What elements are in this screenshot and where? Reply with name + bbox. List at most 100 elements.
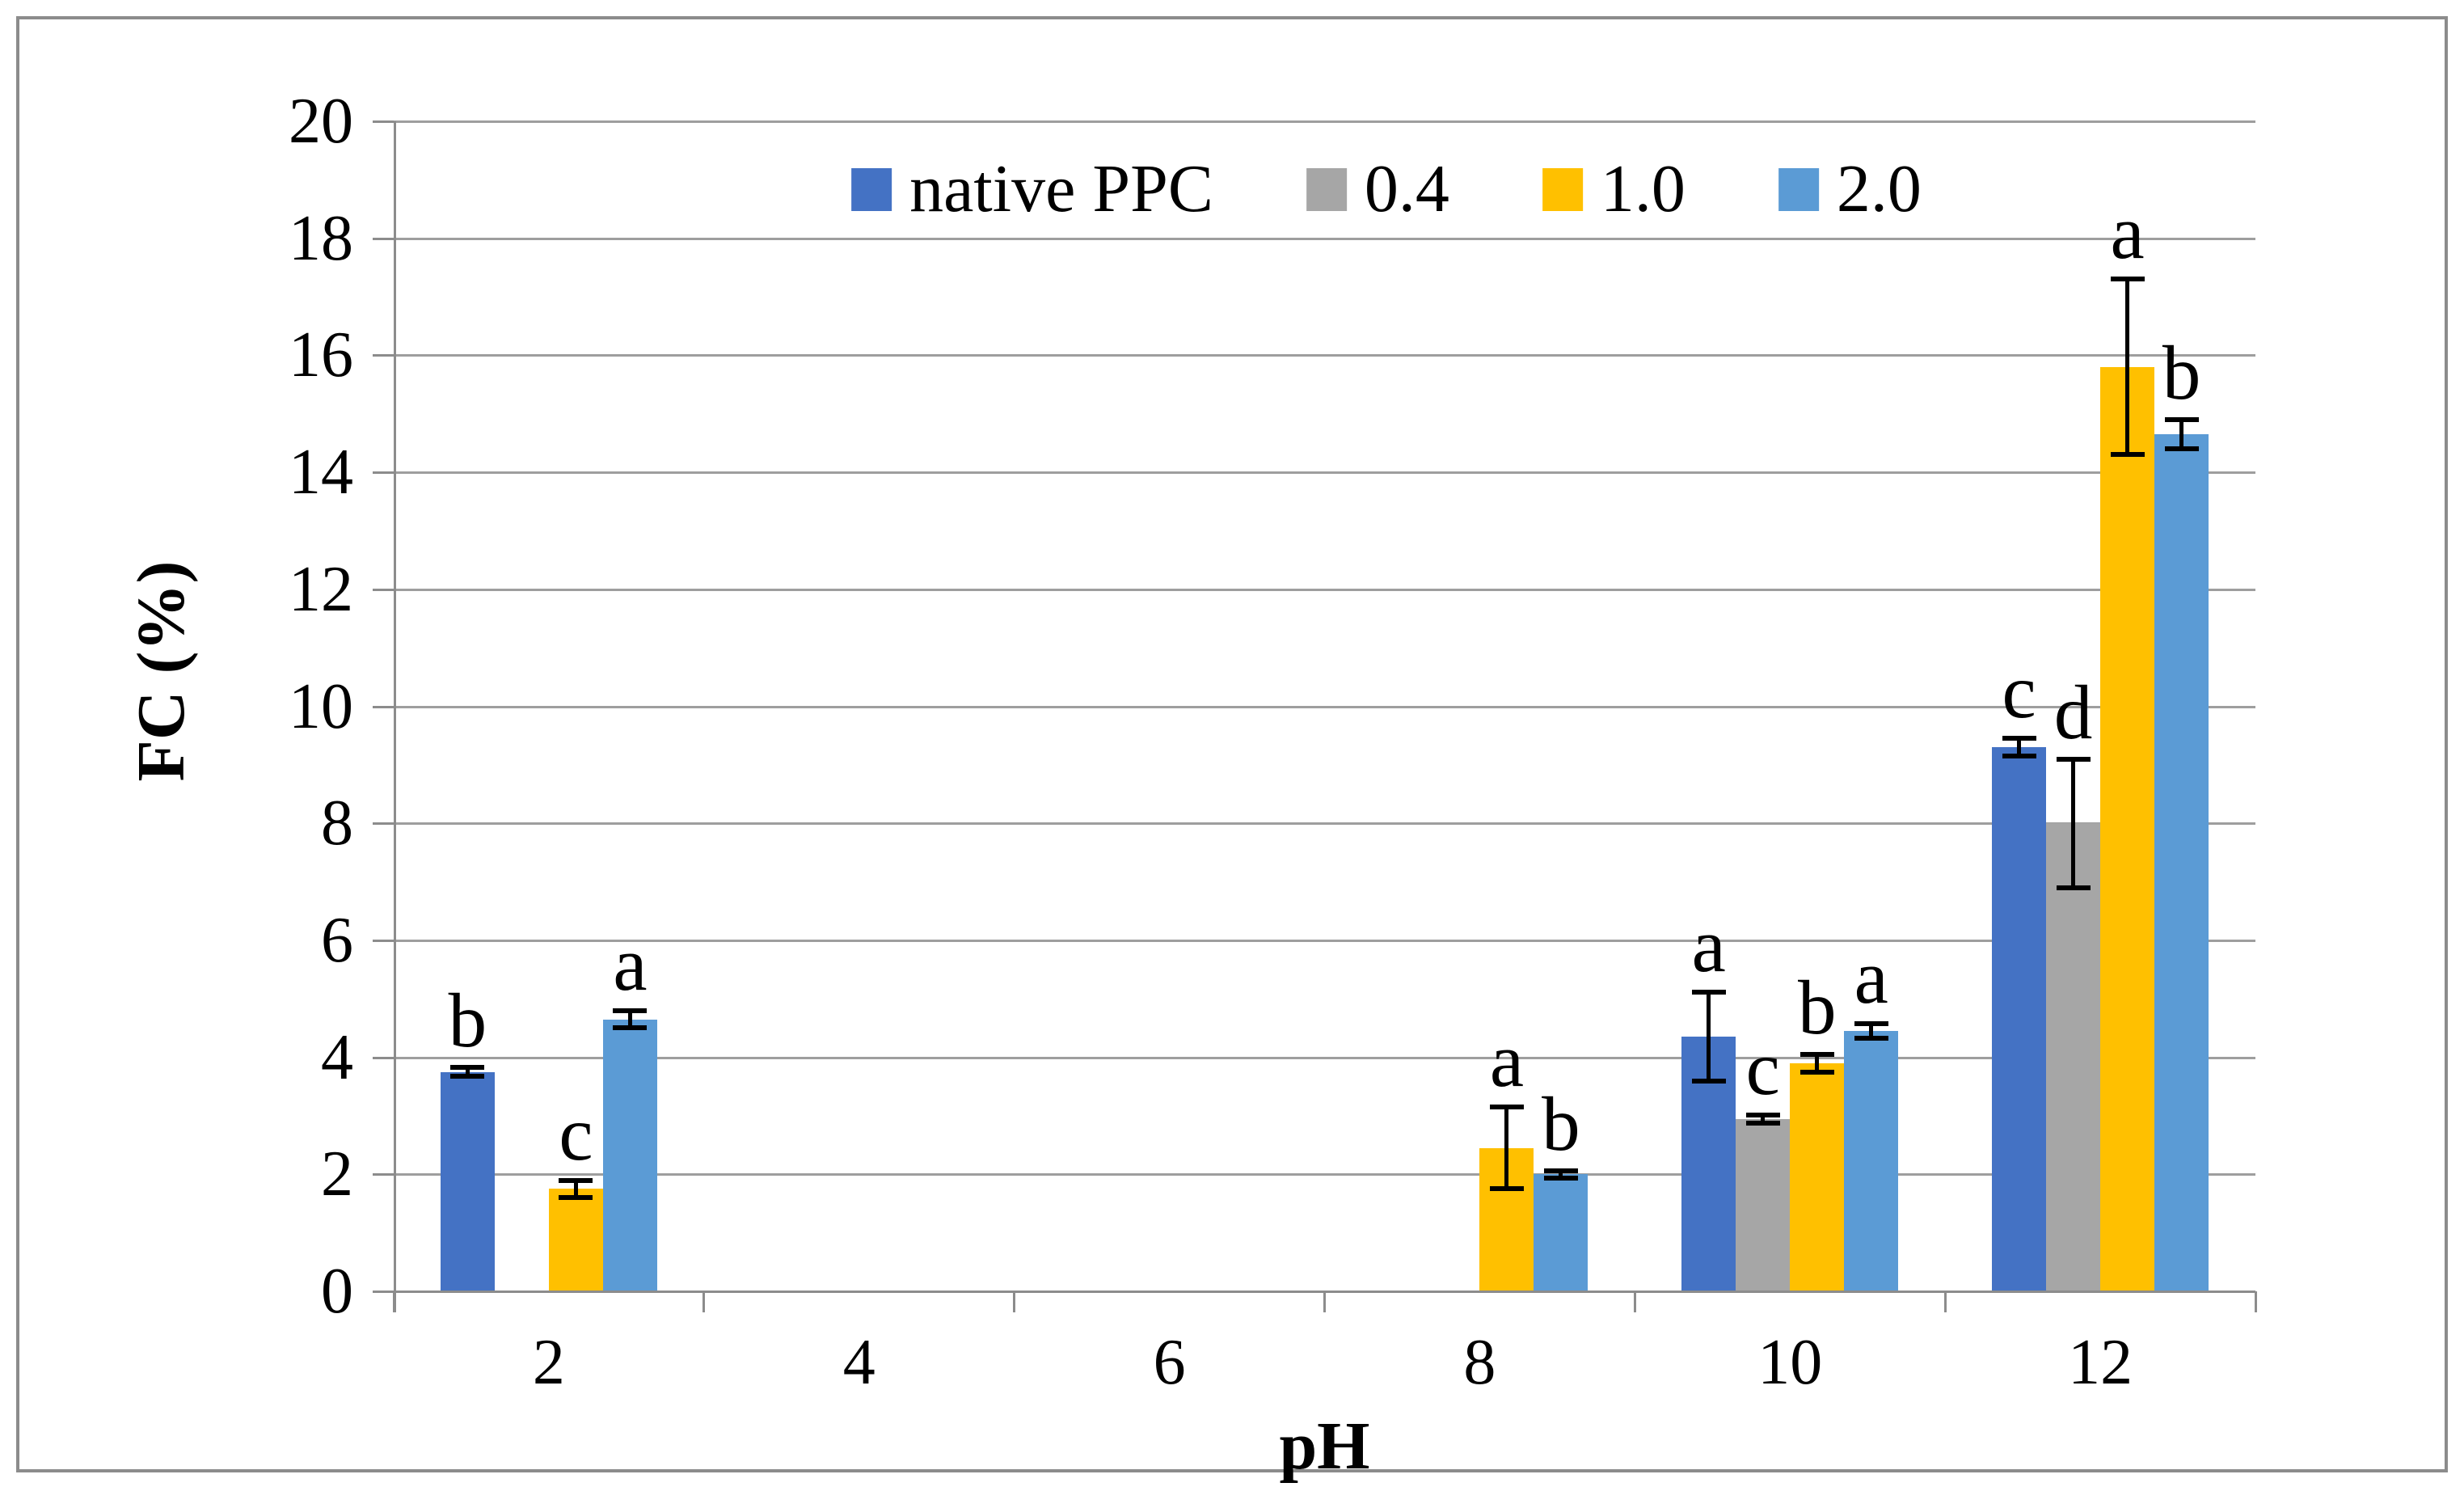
gridline (394, 120, 2255, 123)
x-tick-label: 8 (1463, 1327, 1496, 1398)
y-tick (373, 1291, 394, 1293)
y-tick (373, 939, 394, 942)
y-tick-label: 10 (289, 670, 353, 742)
error-bar-cap (1799, 1051, 1834, 1057)
gridline (394, 705, 2255, 708)
legend-label: 2.0 (1836, 151, 1922, 226)
significance-letter: b (448, 977, 487, 1063)
y-tick-label: 8 (321, 788, 353, 860)
error-bar (2071, 758, 2076, 888)
significance-letter: c (1745, 1024, 1780, 1111)
bar-2.0-ph8 (1534, 1174, 1589, 1291)
legend-label: native PPC (909, 151, 1213, 226)
y-tick-label: 0 (321, 1256, 353, 1327)
error-bar (1869, 1024, 1874, 1038)
significance-letter: a (1691, 902, 1726, 989)
y-tick-label: 14 (289, 437, 353, 509)
bar-0.4-ph12 (2046, 823, 2101, 1291)
error-bar (1707, 992, 1711, 1082)
significance-letter: a (613, 920, 648, 1007)
error-bar (1559, 1170, 1563, 1178)
gridline (394, 1173, 2255, 1177)
significance-letter: c (2002, 648, 2036, 735)
x-tick (702, 1291, 706, 1312)
legend-label: 0.4 (1364, 151, 1449, 226)
significance-letter: b (2162, 329, 2201, 416)
bar-1.0-ph12 (2100, 366, 2155, 1291)
error-bar (1504, 1107, 1509, 1189)
error-bar (2017, 738, 2022, 756)
bar-0.4-ph10 (1736, 1118, 1791, 1291)
error-bar-cap (1543, 1168, 1578, 1173)
error-bar-cap (559, 1177, 593, 1183)
bar-1.0-ph10 (1790, 1062, 1845, 1291)
y-tick (373, 120, 394, 123)
y-tick-label: 12 (289, 553, 353, 625)
significance-letter: c (559, 1090, 593, 1177)
gridline (394, 471, 2255, 475)
y-tick (373, 237, 394, 240)
error-bar-cap (1745, 1112, 1780, 1117)
error-bar-cap (1543, 1175, 1578, 1181)
gridline (394, 588, 2255, 591)
error-bar-cap (1489, 1186, 1524, 1192)
error-bar-cap (2164, 416, 2199, 422)
bar-native-ppc-ph12 (1992, 747, 2047, 1291)
y-axis-title: FC (%) (124, 560, 199, 782)
x-tick-label: 2 (532, 1327, 565, 1398)
error-bar (465, 1067, 470, 1077)
error-bar-cap (2056, 885, 2091, 890)
bar-2.0-ph10 (1844, 1031, 1899, 1291)
significance-letter: d (2053, 669, 2093, 755)
y-tick-label: 16 (289, 319, 353, 391)
x-tick (392, 1291, 395, 1312)
y-tick-label: 18 (289, 202, 353, 274)
gridline (394, 939, 2255, 942)
error-bar-cap (1691, 990, 1726, 995)
y-axis-line (394, 121, 396, 1312)
error-bar (573, 1180, 578, 1198)
y-tick-label: 4 (321, 1021, 353, 1093)
gridline (394, 354, 2255, 357)
x-tick-label: 10 (1757, 1327, 1823, 1398)
x-tick (1633, 1291, 1636, 1312)
error-bar-cap (1854, 1021, 1888, 1027)
x-axis-title: pH (1279, 1409, 1370, 1484)
error-bar-cap (1854, 1035, 1888, 1041)
error-bar-cap (2002, 753, 2036, 758)
x-tick (1323, 1291, 1326, 1312)
x-tick-label: 12 (2068, 1327, 2133, 1398)
error-bar-cap (1745, 1120, 1780, 1126)
error-bar-cap (613, 1025, 648, 1031)
y-tick (373, 588, 394, 591)
error-bar-cap (613, 1008, 648, 1013)
y-tick (373, 471, 394, 475)
x-tick-label: 4 (842, 1327, 875, 1398)
error-bar-cap (2056, 756, 2091, 762)
error-bar-cap (2002, 736, 2036, 741)
gridline (394, 822, 2255, 826)
error-bar-cap (2164, 446, 2199, 452)
x-tick (1943, 1291, 1947, 1312)
significance-letter: a (1489, 1017, 1524, 1104)
error-bar (2125, 279, 2130, 455)
significance-letter: a (2110, 189, 2145, 276)
legend-item-1.0: 1.0 (1542, 155, 1686, 223)
y-tick-label: 2 (321, 1138, 353, 1210)
gridline (394, 1056, 2255, 1059)
legend-item-native-ppc: native PPC (851, 155, 1213, 223)
y-tick (373, 1173, 394, 1177)
legend-swatch-icon (1778, 167, 1819, 211)
x-tick (1013, 1291, 1016, 1312)
y-tick (373, 705, 394, 708)
error-bar (627, 1010, 632, 1029)
legend-swatch-icon (1306, 167, 1347, 211)
error-bar (1761, 1114, 1766, 1123)
bar-native-ppc-ph2 (440, 1071, 495, 1291)
bar-2.0-ph12 (2154, 434, 2209, 1291)
error-bar (1815, 1054, 1820, 1072)
error-bar-cap (2110, 452, 2145, 458)
y-tick (373, 822, 394, 826)
